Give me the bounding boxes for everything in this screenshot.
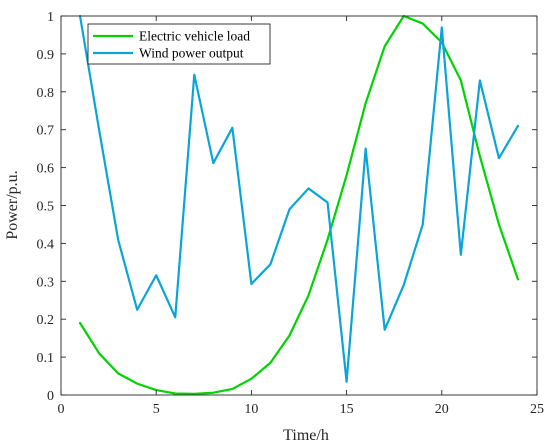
x-tick-label: 15 [340, 402, 354, 417]
y-tick-label: 0.8 [37, 86, 55, 101]
y-axis-label: Power/p.u. [4, 170, 21, 239]
y-tick-label: 0.6 [37, 162, 55, 177]
series-line-wind-output [78, 14, 520, 383]
x-tick-label: 25 [530, 402, 544, 417]
y-tick-label: 0.9 [37, 48, 55, 63]
series-line-ev-load [78, 14, 520, 395]
legend-label: Electric vehicle load [139, 29, 250, 44]
x-axis-label: Time/h [283, 427, 329, 444]
x-tick-label: 5 [153, 402, 160, 417]
x-tick-label: 10 [244, 402, 258, 417]
y-tick-label: 0.1 [37, 351, 55, 366]
y-tick-label: 0.2 [37, 313, 55, 328]
y-tick-label: 0 [47, 389, 54, 404]
y-tick-label: 0.7 [37, 124, 55, 139]
legend-label: Wind power output [139, 46, 244, 61]
x-tick-label: 0 [58, 402, 65, 417]
y-tick-label: 0.3 [37, 275, 55, 290]
legend [87, 23, 271, 65]
y-tick-label: 1 [47, 10, 54, 25]
x-tick-label: 20 [435, 402, 449, 417]
y-tick-label: 0.5 [37, 200, 55, 215]
y-tick-label: 0.4 [37, 237, 55, 252]
